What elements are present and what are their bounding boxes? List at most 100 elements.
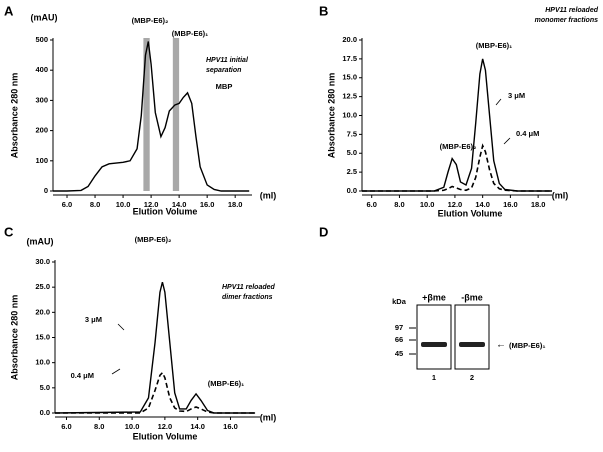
- series-line: [55, 371, 256, 414]
- leader-line: [503, 137, 511, 145]
- x-tick-label: 16.0: [223, 422, 238, 431]
- y-unit: (mAU): [27, 236, 54, 246]
- x-tick-label: 14.0: [475, 200, 490, 209]
- y-tick-label: 17.5: [342, 54, 357, 63]
- arrow: ←: [496, 340, 506, 351]
- x-tick-label: 12.0: [158, 422, 173, 431]
- x-tick-label: 6.0: [62, 200, 72, 209]
- y-tick-label: 20.0: [35, 307, 50, 316]
- x-tick-label: 12.0: [448, 200, 463, 209]
- y-axis-label: Absorbance 280 nm: [9, 295, 19, 381]
- gel-lane: [416, 304, 452, 370]
- panel-letter: A: [4, 3, 14, 18]
- x-tick-label: 8.0: [94, 422, 104, 431]
- y-tick-label: 200: [35, 126, 48, 135]
- y-tick-label: 0.0: [40, 408, 50, 417]
- panel-letter: C: [4, 224, 14, 239]
- y-tick-label: 7.5: [347, 129, 357, 138]
- y-tick-label: 10.0: [35, 358, 50, 367]
- x-tick-label: 12.0: [144, 200, 159, 209]
- series-label: 0.4 μM: [516, 129, 539, 138]
- annotation: monomer fractions: [535, 17, 599, 24]
- y-tick-label: 300: [35, 95, 48, 104]
- y-tick-label: 400: [35, 65, 48, 74]
- x-unit: (ml): [260, 412, 277, 422]
- series-line: [53, 41, 250, 192]
- x-tick-label: 16.0: [200, 200, 215, 209]
- gel-unit: kDa: [392, 297, 407, 306]
- x-tick-label: 18.0: [228, 200, 243, 209]
- y-tick-label: 25.0: [35, 282, 50, 291]
- lane-header: -βme: [461, 292, 483, 302]
- lane-number: 1: [432, 373, 436, 382]
- x-tick-label: 8.0: [90, 200, 100, 209]
- x-tick-label: 18.0: [531, 200, 546, 209]
- y-tick-label: 10.0: [342, 110, 357, 119]
- gel-panel: kDa 97 66 45 +βme -βme 1 2 ← (MBP-E6)₁: [392, 292, 545, 382]
- gel-marker: 45: [395, 349, 403, 358]
- x-tick-label: 6.0: [61, 422, 71, 431]
- y-tick-label: 500: [35, 35, 48, 44]
- y-tick-label: 5.0: [347, 148, 357, 157]
- x-tick-label: 6.0: [366, 200, 376, 209]
- annotation: (MBP-E6)₁: [476, 41, 512, 50]
- y-tick-label: 100: [35, 156, 48, 165]
- series-line: [362, 143, 552, 192]
- gel-band: [421, 342, 447, 347]
- band-label: (MBP-E6)₁: [509, 341, 545, 350]
- gel-band: [459, 342, 485, 347]
- gel-lane: [454, 304, 490, 370]
- series-line: [362, 58, 552, 192]
- y-tick-label: 0.0: [347, 186, 357, 195]
- series-label: 3 μM: [508, 91, 525, 100]
- x-tick-label: 10.0: [125, 422, 140, 431]
- annotation: (MBP-E6)₂: [440, 142, 477, 151]
- annotation: HPV11 initial: [206, 57, 249, 64]
- series-line: [54, 281, 256, 414]
- series-label: 3 μM: [85, 315, 102, 324]
- y-tick-label: 15.0: [35, 332, 50, 341]
- y-tick-label: 0: [44, 186, 48, 195]
- y-tick-label: 30.0: [35, 257, 50, 266]
- x-axis-label: Elution Volume: [133, 431, 198, 441]
- annotation: (MBP-E6)₁: [172, 29, 208, 38]
- y-unit: (mAU): [31, 12, 58, 22]
- lane-header: +βme: [422, 292, 446, 302]
- annotation: (MBP-E6)₂: [132, 16, 169, 25]
- leader-line: [117, 323, 125, 331]
- gel-marker: 97: [395, 323, 403, 332]
- annotation: (MBP-E6)₂: [135, 235, 172, 244]
- x-tick-label: 10.0: [116, 200, 131, 209]
- x-tick-label: 14.0: [172, 200, 187, 209]
- x-axis-label: Elution Volume: [438, 208, 503, 218]
- x-tick-label: 8.0: [394, 200, 404, 209]
- x-unit: (ml): [260, 190, 277, 200]
- highlight-band: [143, 38, 150, 191]
- annotation: HPV11 reloaded: [545, 7, 599, 14]
- y-tick-label: 12.5: [342, 92, 357, 101]
- series-label: 0.4 μM: [71, 371, 94, 380]
- y-tick-label: 5.0: [40, 383, 50, 392]
- gel-marker: 66: [395, 335, 403, 344]
- panel-letter: B: [319, 3, 328, 18]
- annotation: MBP: [216, 82, 233, 91]
- y-tick-label: 2.5: [347, 167, 357, 176]
- x-tick-label: 14.0: [190, 422, 205, 431]
- y-tick-label: 20.0: [342, 35, 357, 44]
- annotation: separation: [206, 67, 241, 74]
- y-tick-label: 15.0: [342, 73, 357, 82]
- x-unit: (ml): [552, 190, 569, 200]
- x-tick-label: 16.0: [503, 200, 518, 209]
- annotation: HPV11 reloaded: [222, 284, 276, 291]
- highlight-band: [172, 38, 180, 191]
- x-tick-label: 10.0: [420, 200, 435, 209]
- annotation: dimer fractions: [222, 294, 273, 301]
- panel-letter: D: [319, 224, 328, 239]
- leader-line: [111, 368, 121, 375]
- lane-number: 2: [470, 373, 474, 382]
- annotation: (MBP-E6)₁: [208, 379, 244, 388]
- y-axis-label: Absorbance 280 nm: [326, 73, 336, 159]
- x-axis-label: Elution Volume: [133, 206, 198, 216]
- y-axis-label: Absorbance 280 nm: [9, 73, 19, 159]
